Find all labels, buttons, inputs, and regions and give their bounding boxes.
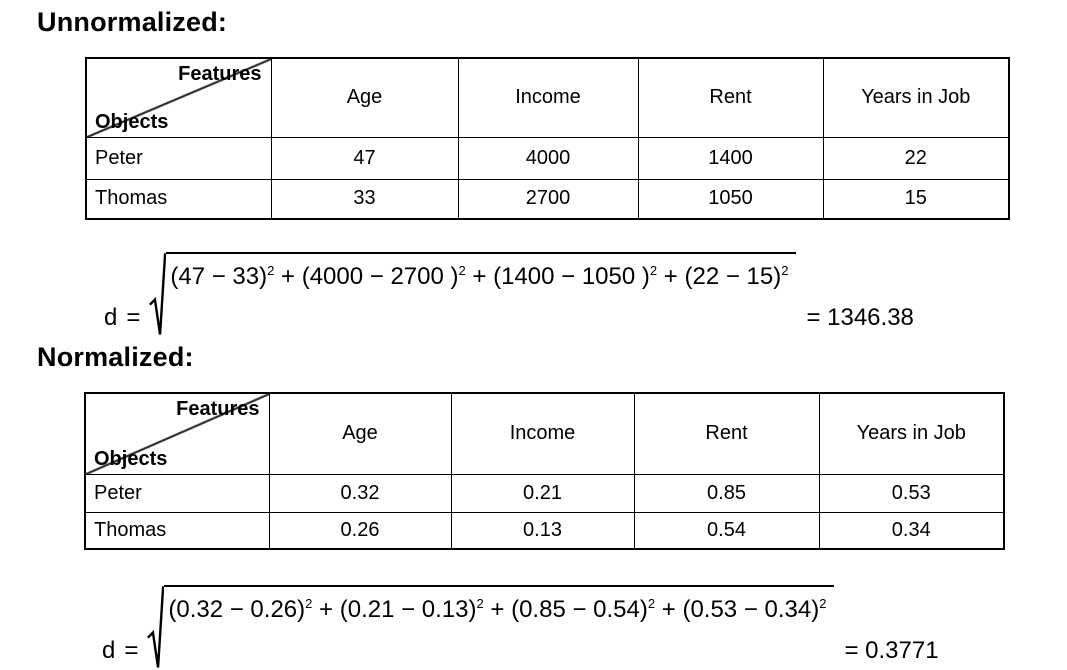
objects-label: Objects xyxy=(94,447,168,470)
objects-label: Objects xyxy=(95,110,169,133)
column-header-years-in-job: Years in Job xyxy=(822,57,1010,138)
formula-term: (0.21 − 0.13) xyxy=(339,596,477,623)
formula-term: (0.85 − 0.54) xyxy=(511,596,648,623)
diagonal-line xyxy=(87,59,270,136)
plus-operator: + xyxy=(312,596,340,623)
exponent: 2 xyxy=(476,596,484,611)
formula-lhs: d xyxy=(104,304,118,331)
corner-cell: Features Objects xyxy=(85,57,272,138)
value-cell: 0.53 xyxy=(818,473,1005,513)
formula-term: (0.32 − 0.26) xyxy=(168,596,306,623)
plus-operator: + xyxy=(465,263,494,290)
radicand: (47 − 33)2 + (4000 − 2700 )2 + (1400 − 1… xyxy=(166,252,797,337)
diagonal-line xyxy=(86,394,268,473)
normalized-heading: Normalized: xyxy=(37,342,194,372)
column-header-age: Age xyxy=(268,392,452,475)
column-header-rent: Rent xyxy=(633,392,820,475)
value-cell: 1050 xyxy=(637,178,824,220)
table-row: Peter 0.32 0.21 0.85 0.53 xyxy=(84,473,1005,513)
row-label: Thomas xyxy=(85,178,272,220)
value-cell: 0.32 xyxy=(268,473,452,513)
square-root-expression: (47 − 33)2 + (4000 − 2700 )2 + (1400 − 1… xyxy=(149,252,797,337)
formula-term: (22 − 15) xyxy=(684,263,782,290)
value-cell: 33 xyxy=(270,178,459,220)
formula-term: (47 − 33) xyxy=(170,263,268,290)
plus-operator: + xyxy=(657,263,685,290)
row-label: Thomas xyxy=(84,511,270,550)
value-cell: 47 xyxy=(270,136,459,180)
plus-operator: + xyxy=(655,596,683,623)
exponent: 2 xyxy=(305,596,313,611)
exponent: 2 xyxy=(267,263,275,278)
row-label: Peter xyxy=(84,473,270,513)
value-cell: 0.54 xyxy=(633,511,820,550)
table-row: Thomas 33 2700 1050 15 xyxy=(85,178,1010,220)
table-row: Peter 47 4000 1400 22 xyxy=(85,136,1010,180)
value-cell: 15 xyxy=(822,178,1010,220)
column-header-rent: Rent xyxy=(637,57,824,138)
unnormalized-table: Features Objects Age Income Rent Years i… xyxy=(85,57,1010,220)
plus-operator: + xyxy=(274,263,302,290)
exponent: 2 xyxy=(781,263,789,278)
features-label: Features xyxy=(176,398,260,420)
row-label: Peter xyxy=(85,136,272,180)
header-row: Features Objects Age Income Rent Years i… xyxy=(84,392,1005,475)
formula-lhs: d xyxy=(102,637,116,664)
value-cell: 2700 xyxy=(457,178,639,220)
formula-term: (0.53 − 0.34) xyxy=(682,596,820,623)
square-root-expression: (0.32 − 0.26)2 + (0.21 − 0.13)2 + (0.85 … xyxy=(147,585,835,670)
formula-term: (4000 − 2700 ) xyxy=(301,263,459,290)
exponent: 2 xyxy=(819,596,827,611)
value-cell: 1400 xyxy=(637,136,824,180)
value-cell: 0.13 xyxy=(450,511,635,550)
column-header-years-in-job: Years in Job xyxy=(818,392,1005,475)
formula-result: = 1346.38 xyxy=(806,304,914,331)
value-cell: 22 xyxy=(822,136,1010,180)
formula-result: = 0.3771 xyxy=(844,637,939,664)
equals-sign: = xyxy=(126,304,141,331)
square-root-icon xyxy=(147,585,164,670)
value-cell: 0.85 xyxy=(633,473,820,513)
table-row: Thomas 0.26 0.13 0.54 0.34 xyxy=(84,511,1005,550)
corner-cell: Features Objects xyxy=(84,392,270,475)
column-header-age: Age xyxy=(270,57,459,138)
exponent: 2 xyxy=(647,596,656,611)
value-cell: 0.21 xyxy=(450,473,635,513)
exponent: 2 xyxy=(458,263,466,278)
equals-sign: = xyxy=(124,637,139,664)
unnormalized-heading: Unnormalized: xyxy=(37,7,228,37)
plus-operator: + xyxy=(483,596,512,623)
exponent: 2 xyxy=(649,263,658,278)
formula-term: (1400 − 1050 ) xyxy=(493,263,650,290)
value-cell: 0.26 xyxy=(268,511,452,550)
radicand: (0.32 − 0.26)2 + (0.21 − 0.13)2 + (0.85 … xyxy=(164,585,835,670)
column-header-income: Income xyxy=(457,57,639,138)
value-cell: 4000 xyxy=(457,136,639,180)
column-header-income: Income xyxy=(450,392,635,475)
unnormalized-distance-formula: d = (47 − 33)2 + (4000 − 2700 )2 + (1400… xyxy=(104,252,914,337)
header-row: Features Objects Age Income Rent Years i… xyxy=(85,57,1010,138)
features-label: Features xyxy=(178,63,262,85)
normalized-table: Features Objects Age Income Rent Years i… xyxy=(84,392,1005,550)
value-cell: 0.34 xyxy=(818,511,1005,550)
square-root-icon xyxy=(149,252,166,337)
normalized-distance-formula: d = (0.32 − 0.26)2 + (0.21 − 0.13)2 + (0… xyxy=(102,585,939,670)
